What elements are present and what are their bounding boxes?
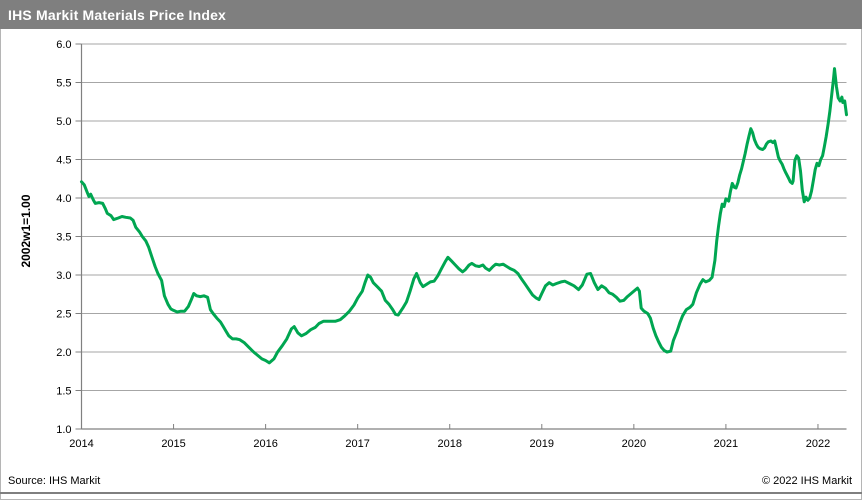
x-tick-label: 2017: [345, 438, 369, 450]
copyright-note: © 2022 IHS Markit: [761, 475, 852, 487]
price-index-line: [80, 67, 848, 365]
y-tick-label: 6.0: [56, 39, 71, 51]
y-tick-label: 4.5: [56, 155, 71, 167]
x-tick-label: 2018: [437, 438, 461, 450]
source-note: Source: IHS Markit: [8, 475, 101, 487]
y-tick-label: 2.5: [56, 309, 71, 321]
y-tick-label: 2.0: [56, 347, 71, 359]
y-tick-label: 3.0: [56, 270, 71, 282]
page-title: IHS Markit Materials Price Index: [8, 6, 227, 23]
y-tick-label: 5.5: [56, 78, 71, 90]
x-tick-label: 2022: [806, 438, 830, 450]
y-tick-label: 1.0: [56, 424, 71, 436]
x-tick-label: 2020: [622, 438, 646, 450]
x-tick-label: 2015: [161, 438, 185, 450]
x-tick-label: 2019: [530, 438, 554, 450]
x-tick-label: 2016: [253, 438, 277, 450]
y-tick-label: 1.5: [56, 386, 71, 398]
x-tick-label: 2021: [714, 438, 738, 450]
footer-divider: [0, 492, 862, 494]
header-bar: IHS Markit Materials Price Index: [0, 0, 862, 29]
x-tick-label: 2014: [69, 438, 93, 450]
y-tick-label: 4.0: [56, 193, 71, 205]
y-tick-label: 3.5: [56, 232, 71, 244]
y-tick-label: 5.0: [56, 116, 71, 128]
